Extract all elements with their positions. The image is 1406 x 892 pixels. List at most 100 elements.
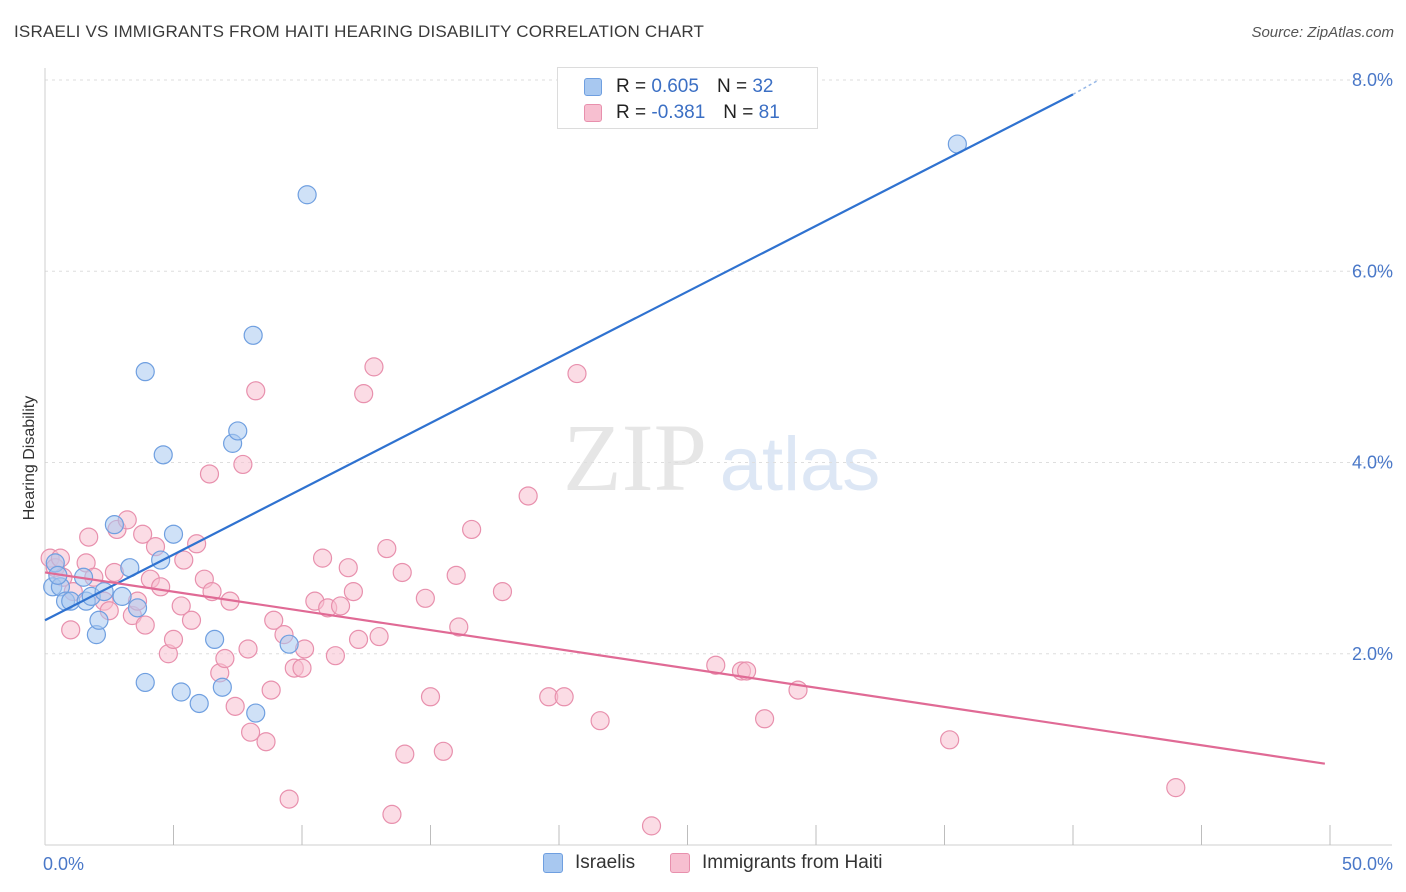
point-haiti [325, 646, 346, 666]
point-haiti [554, 687, 574, 707]
point-israelis [153, 445, 173, 465]
legend-r-value: 0.605 [651, 76, 699, 97]
legend-r-label: R = [616, 76, 647, 97]
axes [44, 68, 1392, 846]
point-haiti [241, 722, 261, 742]
trend-line-haiti [44, 571, 1326, 765]
point-haiti [364, 357, 384, 377]
point-haiti [348, 629, 369, 650]
point-haiti [940, 730, 960, 750]
point-haiti [446, 565, 466, 585]
point-haiti [590, 711, 610, 731]
watermark-atlas: atlas [720, 422, 881, 507]
point-haiti [174, 550, 194, 570]
point-haiti [279, 789, 299, 809]
point-israelis [243, 325, 263, 345]
point-haiti [343, 581, 363, 602]
bottom-legend-swatch-haiti [670, 853, 690, 873]
trend-lines [44, 79, 1326, 765]
source-label: Source: ZipAtlas.com [1251, 24, 1394, 41]
point-haiti [433, 741, 453, 761]
point-haiti [225, 696, 245, 716]
bottom-legend-haiti[interactable]: Immigrants from Haiti [670, 852, 883, 874]
point-haiti [518, 486, 538, 506]
point-haiti [133, 524, 153, 544]
point-haiti [377, 538, 397, 559]
y-tick-label: 4.0% [1352, 453, 1393, 473]
point-haiti [181, 610, 202, 630]
point-haiti [382, 804, 402, 825]
point-haiti [369, 626, 389, 647]
y-axis-label: Hearing Disability [21, 396, 38, 521]
chart-title: ISRAELI VS IMMIGRANTS FROM HAITI HEARING… [14, 22, 705, 41]
legend-n-label: N = [723, 102, 754, 123]
point-haiti [233, 454, 253, 475]
point-israelis [104, 515, 124, 535]
bottom-legend-israelis[interactable]: Israelis [543, 852, 635, 874]
point-haiti [215, 648, 235, 669]
point-haiti [171, 596, 191, 616]
legend: R = 0.605 N = 32 R = -0.381 N = 81 [557, 67, 818, 129]
point-haiti [706, 655, 726, 675]
point-haiti [392, 562, 412, 583]
point-israelis [112, 586, 132, 606]
watermark-zip: ZIP [563, 404, 707, 511]
legend-row-haiti: R = -0.381 N = 81 [584, 101, 780, 125]
point-haiti [261, 680, 281, 700]
point-haiti [492, 581, 513, 602]
point-israelis [212, 677, 232, 697]
legend-r-value: -0.381 [651, 102, 706, 123]
point-haiti [449, 617, 469, 637]
point-haiti [264, 610, 284, 630]
point-israelis [171, 682, 191, 702]
point-haiti [292, 658, 312, 678]
point-israelis [279, 634, 299, 654]
legend-row-israelis: R = 0.605 N = 32 [584, 75, 773, 99]
point-israelis [135, 362, 155, 382]
point-haiti [135, 615, 155, 635]
y-tick-label: 6.0% [1352, 261, 1393, 281]
bottom-legend-label-israelis: Israelis [575, 852, 636, 873]
point-israelis [189, 693, 209, 714]
point-haiti [199, 464, 220, 484]
point-haiti [330, 596, 351, 616]
point-haiti [151, 577, 171, 597]
point-haiti [238, 639, 258, 659]
bottom-legend-swatch-israelis [543, 853, 563, 873]
y-tick-label: 2.0% [1352, 644, 1393, 664]
point-israelis [135, 672, 155, 693]
bottom-legend-label-haiti: Immigrants from Haiti [702, 852, 883, 873]
point-haiti [415, 588, 435, 608]
data-points [40, 134, 1186, 836]
legend-n-value: 32 [752, 76, 774, 97]
point-haiti [641, 816, 662, 836]
point-israelis [246, 703, 266, 723]
legend-n-label: N = [716, 76, 748, 97]
point-haiti [312, 548, 333, 568]
point-haiti [395, 744, 415, 764]
tick-labels: 2.0% 4.0% 6.0% 8.0% 0.0% 50.0% [43, 70, 1393, 874]
legend-swatch-haiti [584, 104, 602, 122]
y-tick-label: 8.0% [1352, 70, 1393, 90]
bottom-legend: Israelis Immigrants from Haiti [0, 852, 1406, 876]
point-haiti [1166, 778, 1186, 798]
point-haiti [462, 519, 482, 540]
point-israelis [89, 610, 109, 630]
trend-line-israelis-extension [1072, 79, 1100, 95]
point-haiti [61, 620, 81, 640]
point-israelis [205, 629, 225, 650]
point-haiti [354, 384, 374, 404]
legend-r-label: R = [616, 102, 647, 123]
point-israelis [297, 185, 317, 205]
point-haiti [567, 363, 587, 384]
legend-swatch-israelis [584, 78, 602, 96]
point-israelis [127, 598, 148, 618]
point-haiti [754, 709, 775, 729]
trend-line-israelis [44, 93, 1074, 622]
point-haiti [79, 527, 99, 547]
gridlines [45, 79, 1392, 655]
x-tick-label-min: 0.0% [43, 854, 84, 874]
point-israelis [228, 421, 248, 441]
point-israelis [94, 581, 114, 602]
